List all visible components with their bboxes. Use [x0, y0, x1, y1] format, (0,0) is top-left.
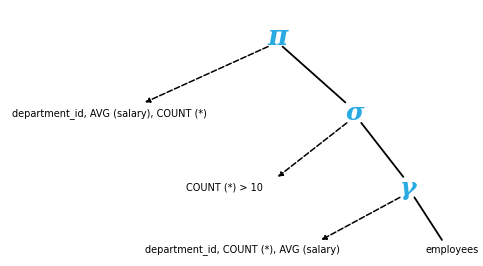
Text: COUNT (*) > 10: COUNT (*) > 10: [186, 182, 263, 193]
Text: department_id, AVG (salary), COUNT (*): department_id, AVG (salary), COUNT (*): [12, 107, 207, 119]
Text: σ: σ: [346, 101, 364, 125]
Text: department_id, COUNT (*), AVG (salary): department_id, COUNT (*), AVG (salary): [145, 244, 340, 256]
Text: π: π: [268, 24, 288, 51]
Text: employees: employees: [425, 245, 478, 255]
Text: γ: γ: [400, 176, 416, 200]
